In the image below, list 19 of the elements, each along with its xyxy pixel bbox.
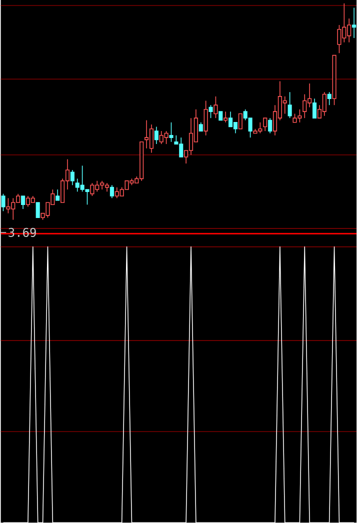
candlestick [169,122,174,142]
candlestick [262,118,267,132]
candlestick [110,184,114,199]
candlestick [36,202,40,218]
candlestick [268,118,272,134]
candlestick [312,98,316,118]
candlestick [204,100,208,136]
candlestick [1,193,6,212]
candlestick [288,92,292,118]
candlestick [223,111,228,123]
candlestick [154,126,158,144]
candlestick [70,170,74,186]
candlestick [327,92,332,106]
candlestick [238,113,242,130]
candlestick [55,189,60,201]
candlestick [208,104,213,118]
candlestick [20,196,25,210]
candlestick [352,7,356,38]
candlestick [214,96,218,118]
